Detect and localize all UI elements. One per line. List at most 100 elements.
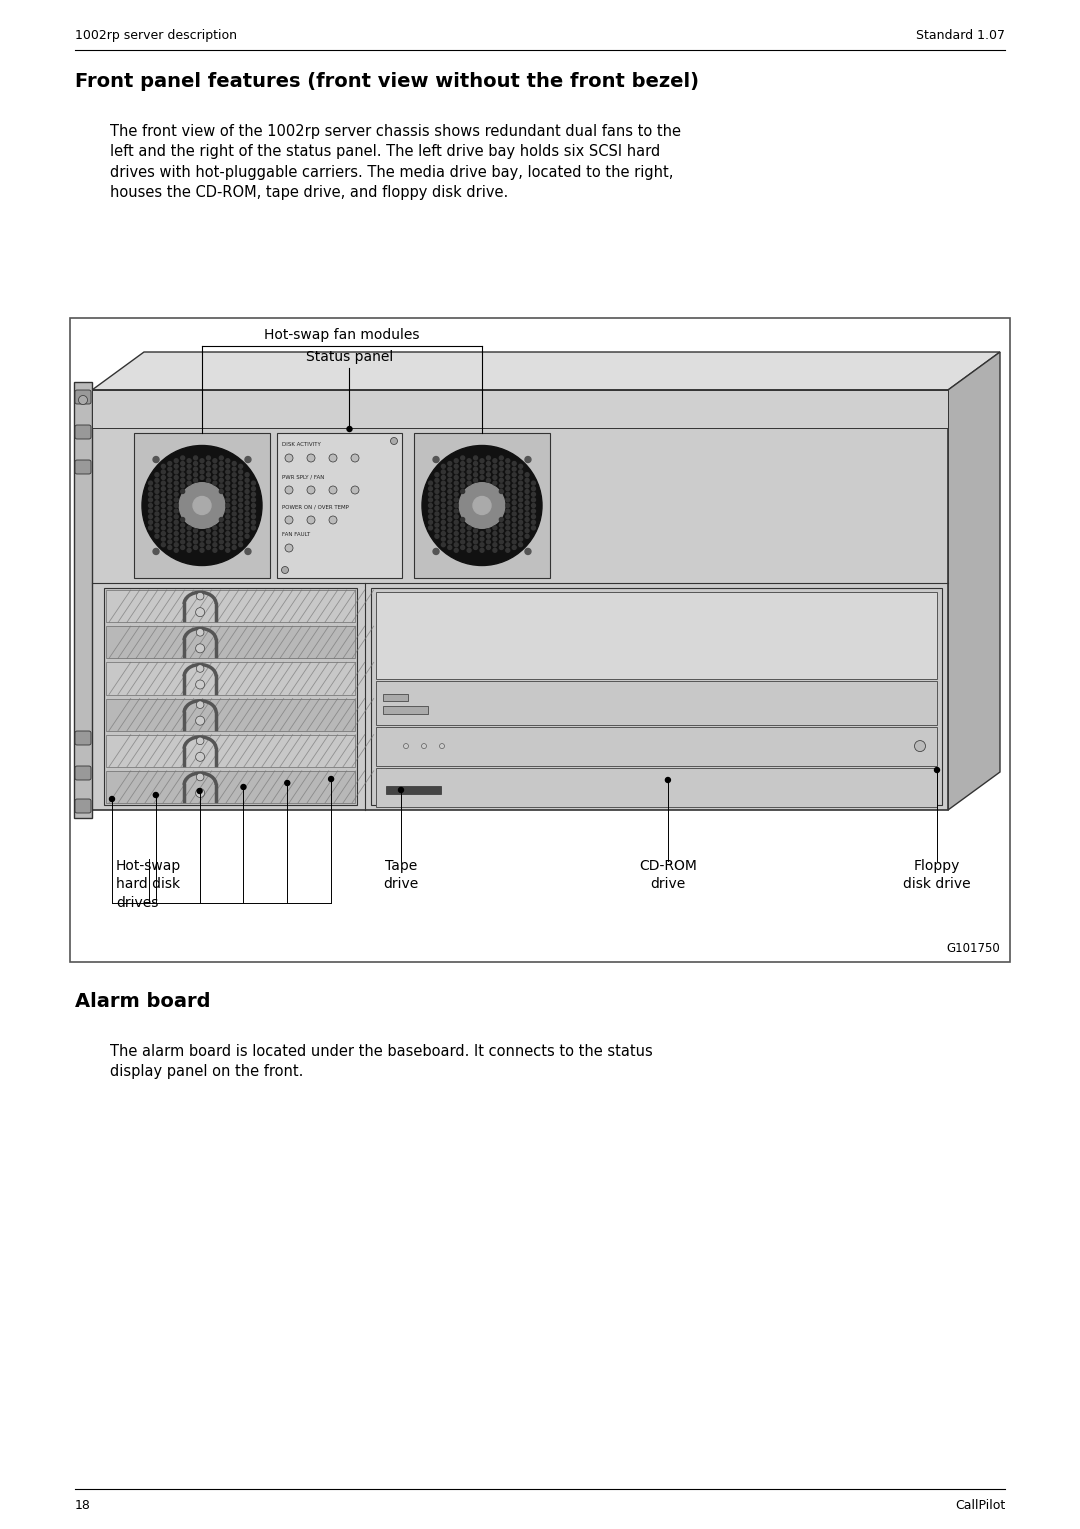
Circle shape [239, 537, 243, 541]
Circle shape [474, 546, 477, 549]
Circle shape [328, 777, 334, 781]
Circle shape [154, 512, 159, 515]
Circle shape [455, 543, 458, 547]
Circle shape [200, 543, 204, 547]
Circle shape [461, 540, 464, 544]
Circle shape [455, 482, 458, 485]
Circle shape [468, 549, 471, 552]
Circle shape [518, 515, 523, 518]
Circle shape [200, 459, 204, 463]
Circle shape [285, 515, 293, 524]
Circle shape [161, 492, 165, 497]
Circle shape [461, 517, 464, 521]
Circle shape [245, 457, 251, 463]
Circle shape [455, 520, 458, 524]
Circle shape [161, 503, 165, 508]
Circle shape [187, 482, 191, 485]
Circle shape [435, 485, 438, 488]
Circle shape [195, 644, 204, 653]
Bar [75, 382, 92, 818]
Circle shape [518, 482, 523, 485]
Circle shape [435, 479, 438, 482]
Circle shape [174, 486, 178, 491]
Circle shape [525, 549, 531, 555]
Circle shape [161, 482, 165, 485]
Circle shape [153, 457, 159, 463]
Circle shape [219, 523, 224, 528]
Circle shape [180, 523, 185, 528]
Circle shape [455, 526, 458, 531]
Circle shape [512, 485, 516, 488]
Circle shape [518, 476, 523, 480]
Circle shape [167, 500, 172, 505]
Circle shape [435, 529, 438, 532]
Circle shape [149, 515, 152, 518]
Circle shape [525, 523, 529, 528]
Circle shape [174, 549, 178, 552]
Circle shape [455, 532, 458, 535]
Circle shape [448, 479, 451, 482]
Circle shape [442, 465, 445, 468]
Circle shape [512, 462, 516, 465]
Circle shape [252, 520, 256, 524]
Circle shape [153, 549, 159, 555]
Circle shape [141, 445, 262, 566]
Circle shape [512, 540, 516, 544]
Circle shape [180, 472, 185, 477]
Circle shape [505, 465, 510, 468]
Circle shape [531, 503, 536, 508]
Circle shape [442, 476, 445, 480]
Circle shape [245, 517, 249, 521]
Circle shape [200, 469, 204, 474]
Circle shape [161, 515, 165, 518]
Circle shape [518, 492, 523, 497]
Bar [92, 390, 948, 810]
Bar [376, 726, 937, 766]
Circle shape [505, 486, 510, 491]
Circle shape [525, 495, 529, 498]
Circle shape [174, 543, 178, 547]
Circle shape [161, 465, 165, 468]
Circle shape [252, 503, 256, 508]
Circle shape [448, 534, 451, 538]
Text: CallPilot: CallPilot [955, 1498, 1005, 1512]
Circle shape [206, 468, 211, 471]
Circle shape [174, 498, 178, 502]
Circle shape [915, 740, 926, 752]
Circle shape [167, 540, 172, 544]
Circle shape [239, 515, 243, 518]
Circle shape [252, 526, 256, 531]
Circle shape [193, 456, 198, 460]
Circle shape [232, 500, 237, 505]
Circle shape [474, 472, 477, 477]
Circle shape [252, 482, 256, 485]
Circle shape [213, 469, 217, 474]
Text: Alarm board: Alarm board [75, 992, 211, 1011]
Circle shape [232, 529, 237, 532]
Circle shape [435, 489, 438, 494]
Circle shape [219, 540, 224, 544]
Circle shape [448, 489, 451, 494]
Circle shape [154, 479, 159, 482]
Circle shape [512, 523, 516, 528]
Circle shape [226, 486, 230, 491]
Bar [104, 589, 357, 804]
Circle shape [187, 532, 191, 535]
Circle shape [455, 476, 458, 480]
Circle shape [174, 526, 178, 531]
Text: Floppy
disk drive: Floppy disk drive [903, 859, 971, 891]
Circle shape [167, 546, 172, 549]
Circle shape [461, 472, 464, 477]
Circle shape [448, 512, 451, 515]
Circle shape [512, 468, 516, 471]
Polygon shape [92, 352, 1000, 390]
Circle shape [461, 485, 464, 488]
Circle shape [480, 532, 484, 535]
Circle shape [518, 469, 523, 474]
Text: CD-ROM
drive: CD-ROM drive [639, 859, 697, 891]
Circle shape [448, 472, 451, 477]
Circle shape [429, 492, 432, 497]
Circle shape [512, 534, 516, 538]
Circle shape [167, 479, 172, 482]
Circle shape [213, 476, 217, 480]
